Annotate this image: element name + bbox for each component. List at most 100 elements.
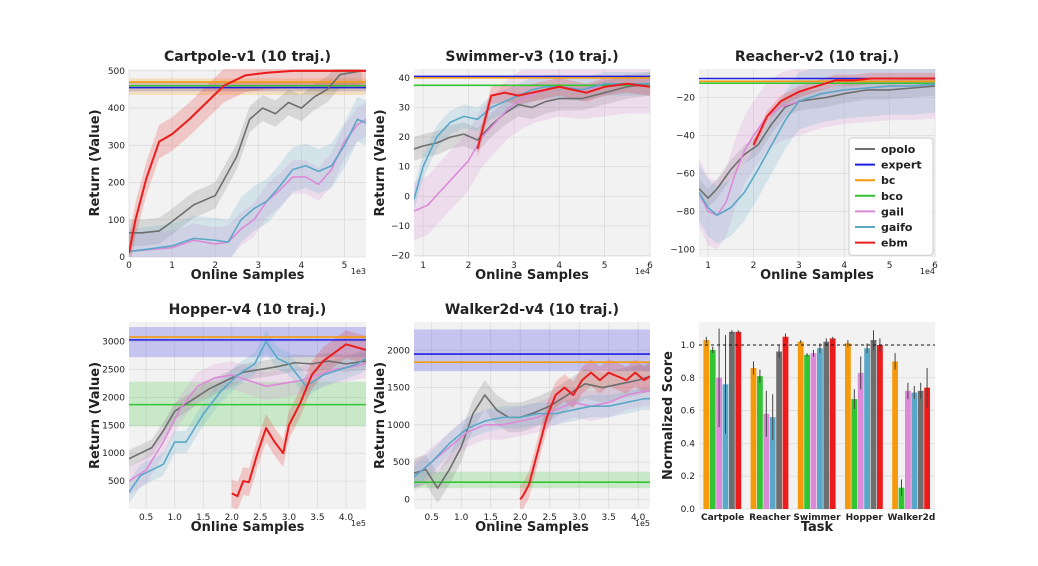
legend-box xyxy=(848,137,934,256)
x-scale-factor: 1e4 xyxy=(920,267,935,276)
gail-band xyxy=(129,102,366,257)
gail-line xyxy=(129,363,366,482)
y-tick-label: 30 xyxy=(399,103,411,113)
y-axis-label: Return (Value) xyxy=(88,362,103,469)
opolo-band xyxy=(414,361,650,504)
y-tick-label: 2000 xyxy=(387,346,410,356)
plot-content xyxy=(414,69,650,241)
y-tick-label: 3000 xyxy=(102,338,125,348)
x-tick-label: 1 xyxy=(169,261,175,271)
x-tick-label: 4 xyxy=(556,261,562,271)
x-tick-label: 0 xyxy=(126,261,132,271)
ebm-line xyxy=(476,82,650,150)
opolo-bar xyxy=(870,340,877,509)
legend-label-opolo: opolo xyxy=(881,143,916,156)
panel-title: Reacher-v2 (10 traj.) xyxy=(735,49,899,65)
y-axis-label: Return (Value) xyxy=(88,109,103,216)
gail-band xyxy=(699,69,935,250)
opolo-band xyxy=(699,76,935,208)
x-scale-factor: 1e5 xyxy=(635,519,650,528)
y-tick-label: −20 xyxy=(676,93,695,103)
gaifo-line xyxy=(129,118,366,253)
category-label: Walker2d xyxy=(888,513,936,523)
gail-bar xyxy=(810,353,817,509)
y-tick-label: −20 xyxy=(391,252,410,262)
line-chart-3: 0.5 1.0 1.5 2.0 2.5 3.0 3.5 4.0 500 1000 1500 2000 2… xyxy=(88,302,366,535)
opolo-band xyxy=(129,69,362,246)
ebm-band xyxy=(520,359,650,509)
gaifo-bar xyxy=(864,348,870,509)
gaifo-band xyxy=(414,71,650,212)
opolo-bar xyxy=(917,390,924,509)
ebm-line xyxy=(231,343,366,498)
x-axis-label: Online Samples xyxy=(475,520,589,535)
x-tick-label: 4.0 xyxy=(339,513,354,523)
gail-bar xyxy=(905,390,911,509)
x-tick-label: 0.5 xyxy=(139,513,153,523)
x-tick-label: 6 xyxy=(932,261,938,271)
y-tick-label: 10 xyxy=(399,163,411,173)
plot-content xyxy=(699,69,935,250)
y-tick-label: 1000 xyxy=(387,421,410,431)
panel-title: Walker2d-v4 (10 traj.) xyxy=(445,302,619,318)
bco-band xyxy=(414,471,650,489)
gail-line xyxy=(414,83,650,212)
gaifo-line xyxy=(414,397,650,478)
x-scale-factor: 1e3 xyxy=(351,267,366,276)
bco-bar xyxy=(804,354,810,509)
plot-area xyxy=(129,322,366,509)
x-axis-label: Task xyxy=(801,520,834,535)
y-tick-label: 0 xyxy=(119,253,125,263)
plot-content xyxy=(129,69,366,257)
bco-bar xyxy=(709,349,716,509)
legend-label-gaifo: gaifo xyxy=(881,221,913,234)
category-label: Reacher xyxy=(749,513,791,523)
y-tick-label: 0.8 xyxy=(681,374,696,384)
opolo-bar xyxy=(776,351,782,509)
x-scale-factor: 1e5 xyxy=(351,519,366,528)
category-label: Hopper xyxy=(846,513,884,523)
category-label: Cartpole xyxy=(701,513,744,523)
y-tick-label: 1500 xyxy=(387,384,410,394)
x-tick-label: 5 xyxy=(602,261,608,271)
x-axis-label: Online Samples xyxy=(191,520,305,535)
x-tick-label: 3 xyxy=(255,261,261,271)
x-tick-label: 1 xyxy=(705,261,711,271)
gaifo-line xyxy=(414,83,650,200)
y-axis-label: Return (Value) xyxy=(373,109,388,216)
y-tick-label: 2500 xyxy=(102,365,125,375)
x-tick-label: 3 xyxy=(511,261,517,271)
y-tick-label: −40 xyxy=(676,131,695,141)
x-tick-label: 3.0 xyxy=(282,513,297,523)
x-tick-label: 2 xyxy=(212,261,218,271)
opolo-bar xyxy=(823,341,830,509)
gaifo-band xyxy=(414,387,650,489)
y-tick-label: 1.0 xyxy=(681,341,696,351)
legend-label-gail: gail xyxy=(881,205,904,218)
plot-content xyxy=(414,329,650,509)
y-axis-label: Return (Value) xyxy=(373,362,388,469)
gaifo-line xyxy=(699,83,935,217)
y-tick-label: 0.0 xyxy=(681,505,696,515)
y-tick-label: 400 xyxy=(108,104,125,114)
ebm-band xyxy=(129,69,366,257)
gaifo-band xyxy=(129,330,366,504)
gaifo-bar xyxy=(769,417,776,509)
y-tick-label: 500 xyxy=(393,458,410,468)
plot-content xyxy=(129,327,366,509)
expert-band xyxy=(129,327,366,358)
gail-band xyxy=(414,376,650,492)
bc-bar xyxy=(845,343,851,509)
y-tick-label: 1000 xyxy=(102,449,125,459)
legend-label-bc: bc xyxy=(881,174,895,187)
y-tick-label: −60 xyxy=(676,169,695,179)
expert-band xyxy=(414,329,650,372)
ebm-band xyxy=(231,330,366,509)
x-tick-label: 0.5 xyxy=(425,513,439,523)
x-tick-label: 5 xyxy=(887,261,893,271)
legend-label-expert: expert xyxy=(881,159,922,172)
y-tick-label: 500 xyxy=(108,477,125,487)
x-tick-label: 1.0 xyxy=(454,513,469,523)
ebm-bar xyxy=(877,344,883,509)
